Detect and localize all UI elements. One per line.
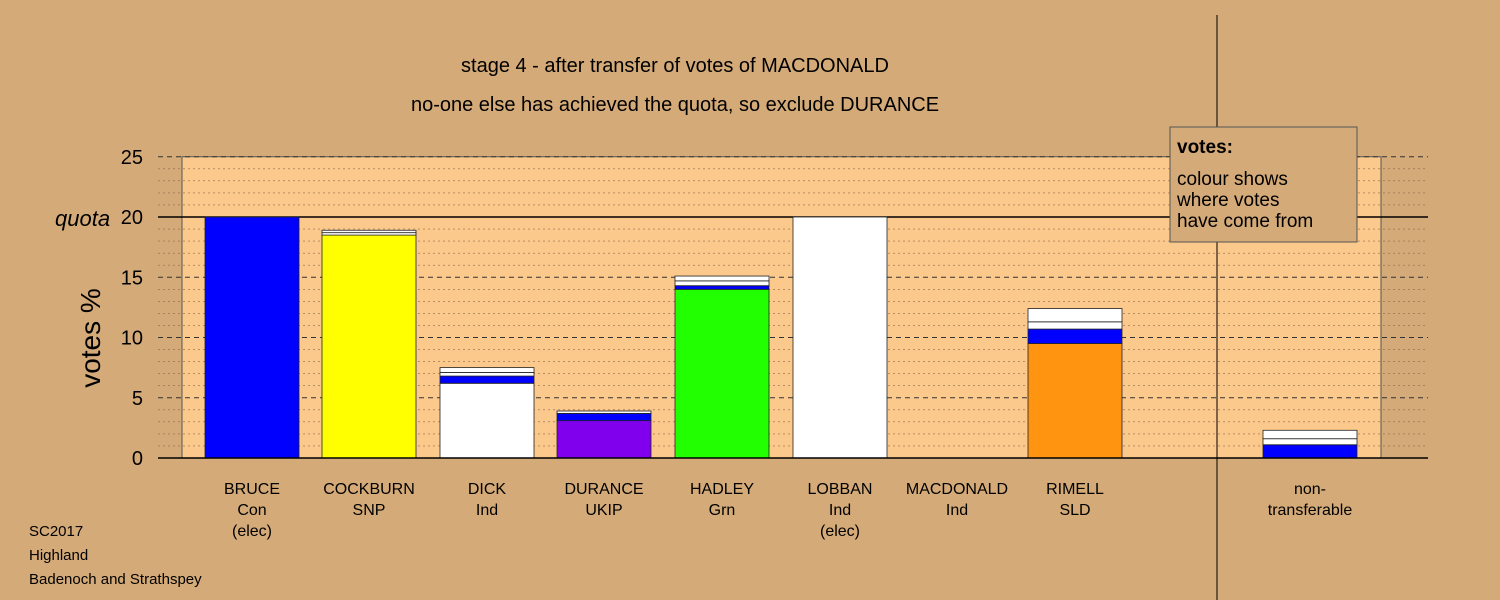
party-label: SLD	[1059, 502, 1090, 519]
y-tick-label: 10	[121, 328, 143, 350]
legend-box: votes: colour shows where votes have com…	[1169, 126, 1358, 243]
y-tick-label: 5	[132, 388, 143, 410]
candidate-name-label: COCKBURN	[323, 481, 415, 498]
bar-segment	[439, 372, 535, 377]
bar-segment	[1027, 343, 1123, 459]
y-axis-label: votes %	[75, 288, 106, 388]
legend-heading: votes:	[1177, 137, 1233, 158]
elected-note: (elec)	[820, 523, 860, 540]
bar-stack-bruce	[204, 216, 300, 459]
bar-stack-durance	[556, 410, 652, 459]
candidate-name-label: DURANCE	[564, 481, 643, 498]
party-label: Ind	[946, 502, 968, 519]
candidate-name-label: RIMELL	[1046, 481, 1104, 498]
candidate-name-label: HADLEY	[690, 481, 754, 498]
bar-segment	[556, 410, 652, 414]
bar-segment	[1262, 429, 1358, 440]
legend-line-2: where votes	[1176, 190, 1279, 211]
y-tick-label: 15	[121, 267, 143, 289]
candidate-name-label: LOBBAN	[808, 481, 873, 498]
bar-segment	[1027, 321, 1123, 330]
bar-segment	[1027, 308, 1123, 323]
bar-segment	[204, 216, 300, 459]
bar-stack-hadley	[674, 275, 770, 459]
y-tick-label: 20	[121, 207, 143, 229]
bar-segment	[792, 216, 888, 459]
chart-title: stage 4 - after transfer of votes of MAC…	[461, 55, 889, 77]
party-label: Con	[237, 502, 266, 519]
chart-subtitle: no-one else has achieved the quota, so e…	[411, 94, 939, 116]
bar-stack-cockburn	[321, 229, 417, 459]
party-label: Ind	[476, 502, 498, 519]
bar-segment	[321, 229, 417, 234]
bar-stack-non	[1262, 429, 1358, 459]
y-tick-label: 25	[121, 147, 143, 169]
elected-note: (elec)	[232, 523, 272, 540]
footer-line-1: SC2017	[29, 523, 83, 540]
legend-line-3: have come from	[1177, 211, 1313, 232]
party-label: transferable	[1268, 502, 1353, 519]
bar-segment	[556, 413, 652, 422]
y-tick-labels: 0 5 10 15 20 25	[121, 147, 143, 470]
party-label: UKIP	[585, 502, 622, 519]
bar-segment	[439, 375, 535, 384]
candidate-name-label: MACDONALD	[906, 481, 1008, 498]
bar-segment	[674, 285, 770, 290]
bar-segment	[1262, 438, 1358, 446]
bar-stack-lobban	[792, 216, 888, 459]
candidate-name-label: non-	[1294, 481, 1326, 498]
bar-segment	[1262, 444, 1358, 459]
bar-segment	[674, 288, 770, 459]
candidate-name-label: DICK	[468, 481, 507, 498]
bar-segment	[439, 382, 535, 459]
bar-stack-rimell	[1027, 308, 1123, 459]
bar-stack-dick	[439, 367, 535, 459]
bar-segment	[1027, 328, 1123, 344]
legend-line-1: colour shows	[1177, 169, 1288, 190]
bar-segment	[439, 367, 535, 373]
bar-segment	[321, 234, 417, 459]
y-tick-label: 0	[132, 448, 143, 470]
bar-segment	[674, 280, 770, 287]
axes	[158, 15, 1428, 600]
quota-label: quota	[55, 206, 110, 231]
bar-stacks	[204, 216, 1358, 459]
party-label: Grn	[709, 502, 736, 519]
footer-line-3: Badenoch and Strathspey	[29, 571, 202, 588]
party-label: SNP	[353, 502, 386, 519]
candidate-name-label: BRUCE	[224, 481, 280, 498]
bar-segment	[674, 275, 770, 282]
x-tick-labels: BRUCE Con (elec) COCKBURN SNP DICK Ind DURANCE U…	[224, 481, 1352, 540]
party-label: Ind	[829, 502, 851, 519]
bar-segment	[556, 420, 652, 459]
footer-line-2: Highland	[29, 547, 88, 564]
